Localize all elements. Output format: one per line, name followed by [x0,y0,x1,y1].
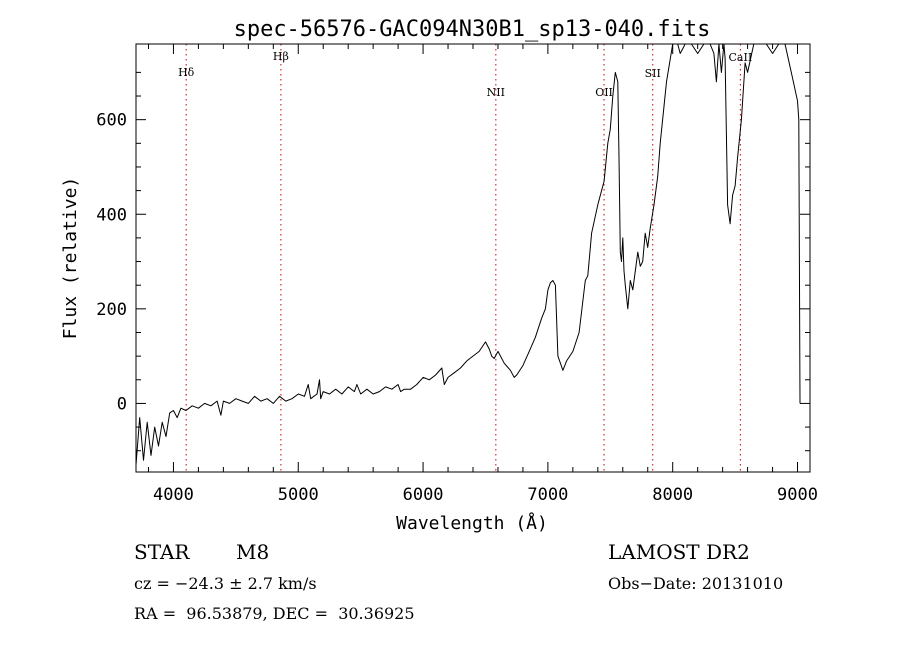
obs-date-label: Obs−Date: 20131010 [608,574,784,593]
y-tick-label: 0 [117,394,127,414]
spectral-line-label: OII [595,86,613,99]
spectral-line-label: Hβ [273,50,289,63]
x-tick-label: 9000 [777,485,818,505]
x-tick-label: 6000 [403,485,444,505]
y-tick-label: 400 [96,205,127,225]
x-axis-label: Wavelength (Å) [396,512,548,534]
x-tick-label: 4000 [153,485,194,505]
spectral-line-label: CaII [729,51,753,64]
x-tick-label: 5000 [278,485,319,505]
spectral-line-label: Hδ [178,66,195,79]
axes: 4000 5000 6000 7000 8000 9000 0 200 400 600 [96,44,818,505]
spectral-line-markers: Hδ Hβ NII OII SII CaII [178,44,752,472]
y-axis-label: Flux (relative) [60,177,81,340]
radec-label: RA = 96.53879, DEC = 30.36925 [134,604,415,623]
survey-label: LAMOST DR2 [608,540,750,564]
y-tick-label: 600 [96,111,127,131]
subclass-label: M8 [236,540,270,564]
x-tick-label: 8000 [652,485,693,505]
x-tick-label: 7000 [527,485,568,505]
cz-label: cz = −24.3 ± 2.7 km/s [134,574,317,593]
y-tick-label: 200 [96,300,127,320]
spectral-line-label: NII [487,86,505,99]
spectral-line-label: SII [645,67,661,80]
plot-frame [135,43,811,473]
spectrum-series-line [136,44,801,465]
class-label: STAR [134,540,190,564]
chart-title: spec-56576-GAC094N30B1_sp13-040.fits [234,17,711,42]
series-layer [136,44,801,465]
